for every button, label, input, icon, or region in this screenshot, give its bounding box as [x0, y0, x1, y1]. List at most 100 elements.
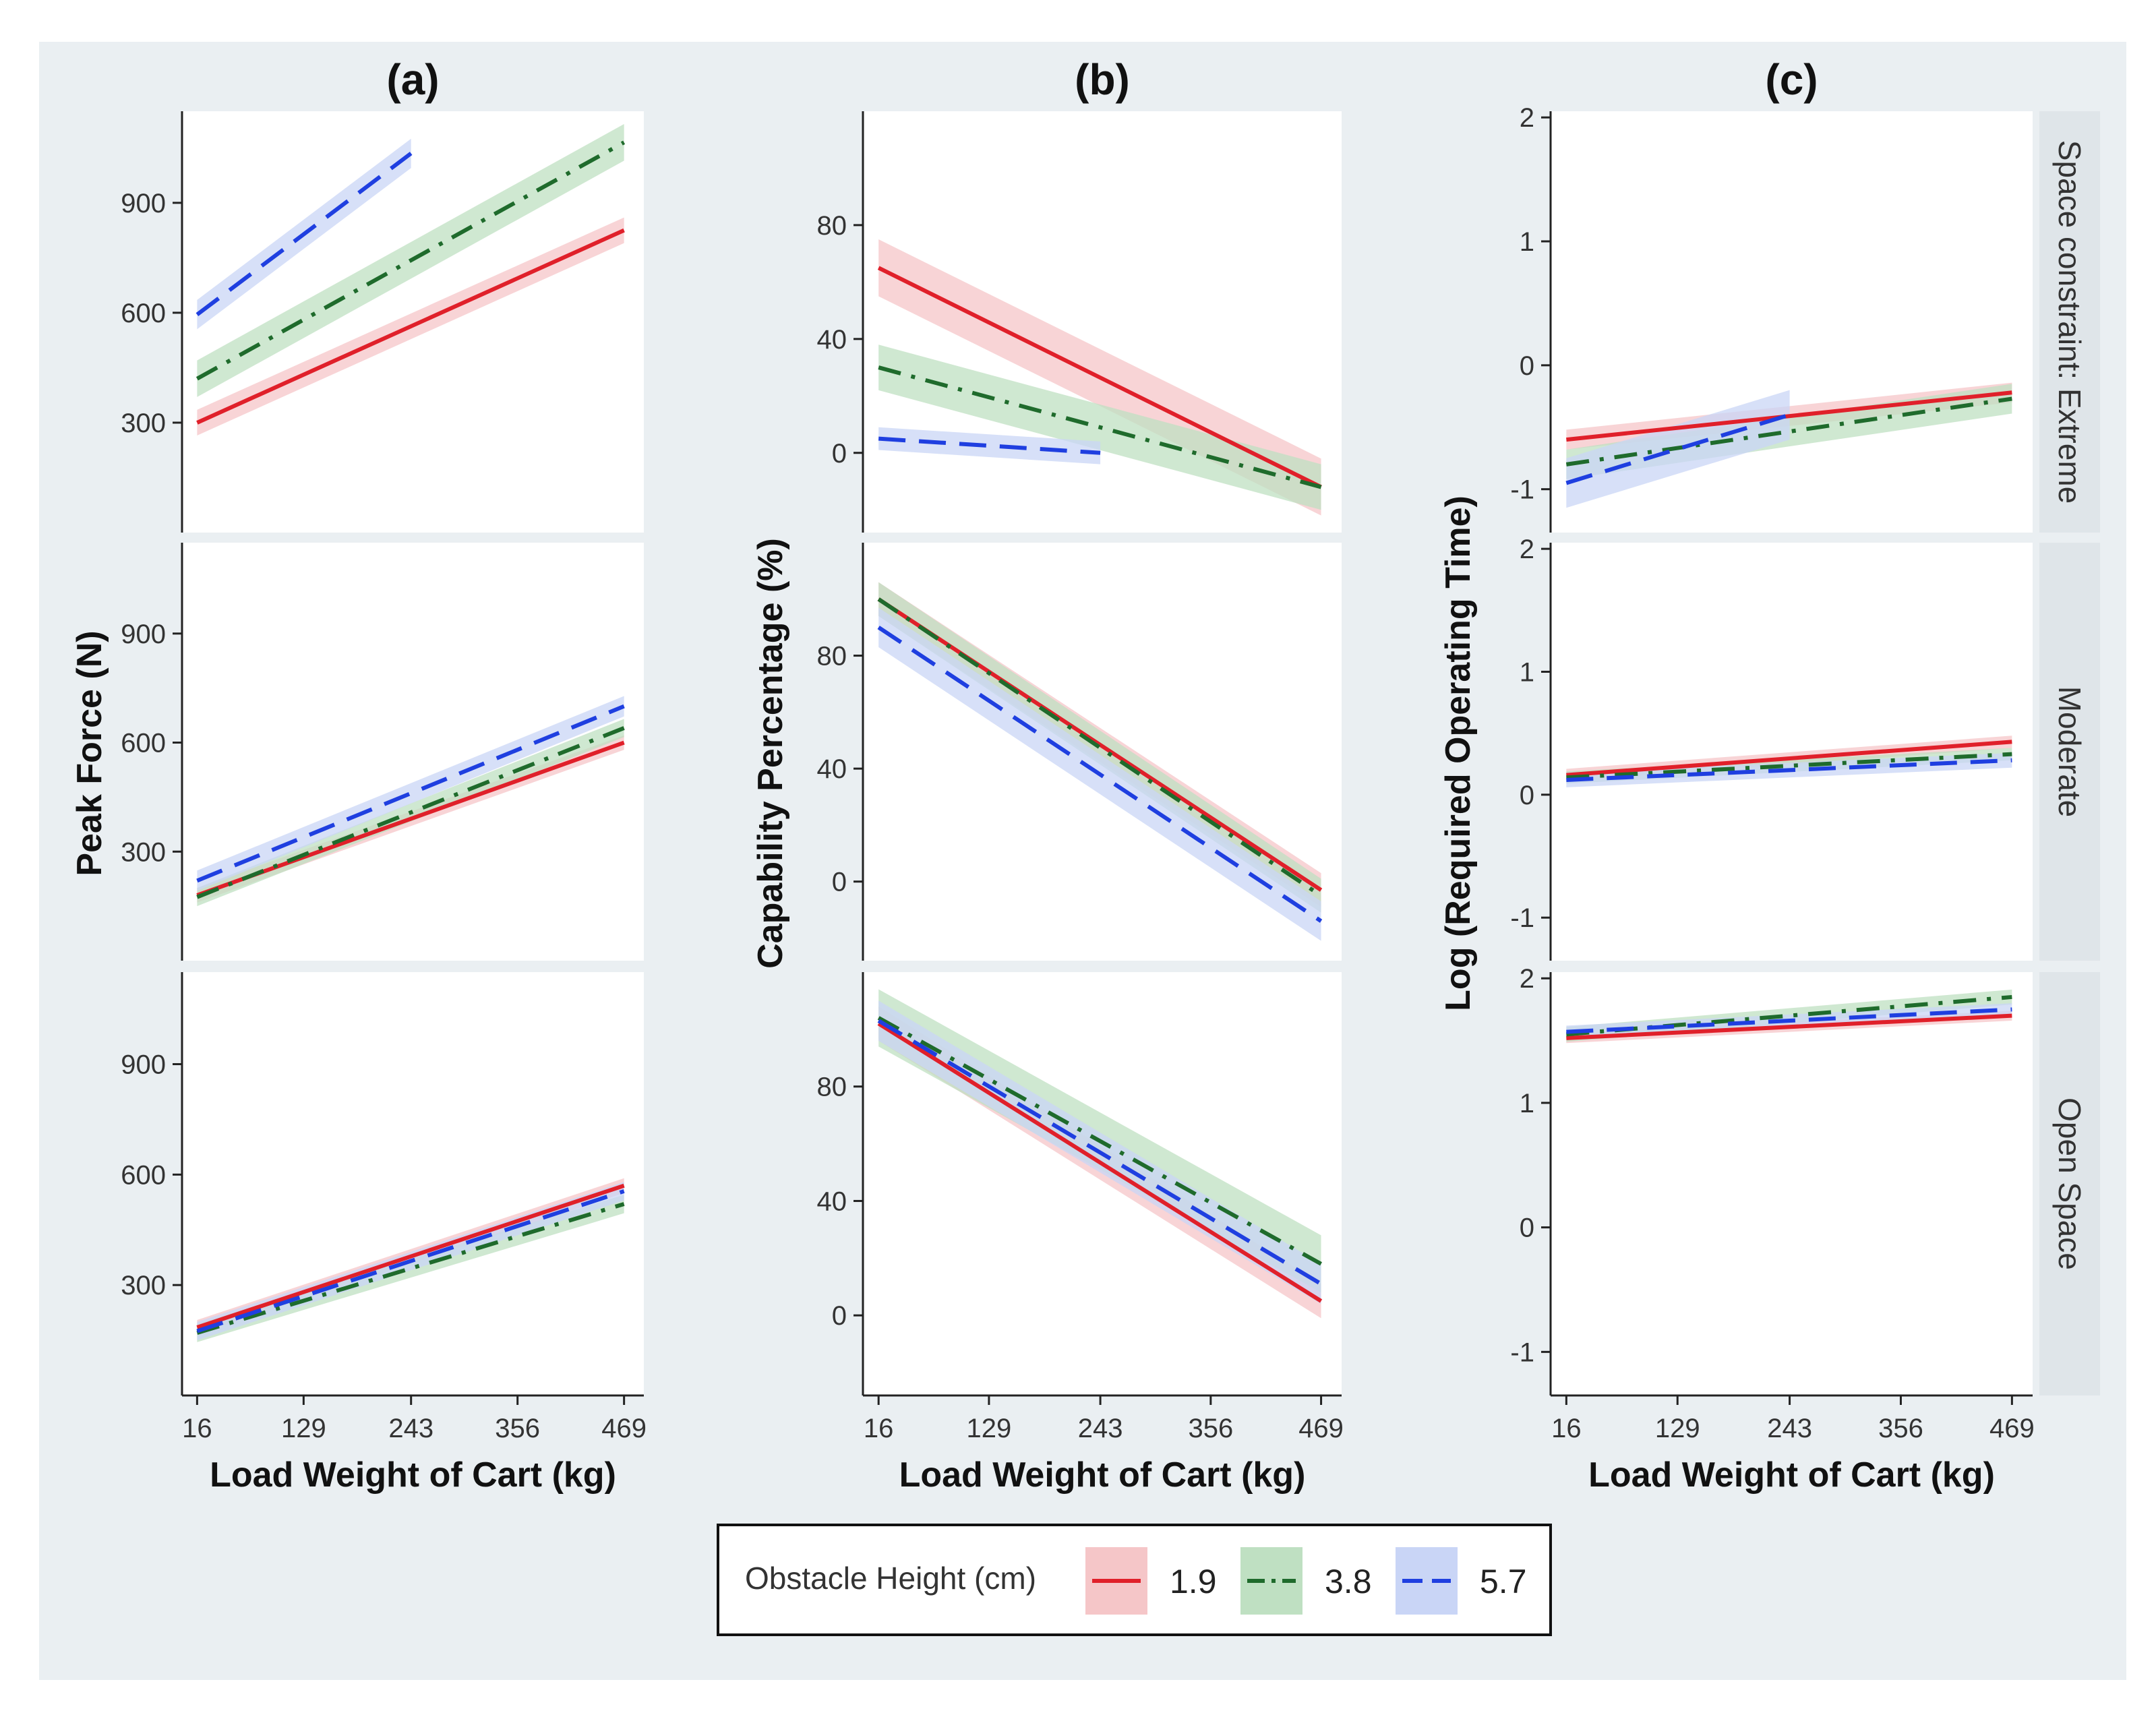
y-tick-label: -1 [1510, 903, 1534, 933]
series-line-5-7 [196, 1189, 625, 1333]
panel-title: (b) [1075, 55, 1130, 104]
series-line-5-7 [196, 152, 413, 317]
legend-item-5-7: 5.7 [1396, 1547, 1527, 1615]
series-line-3-8 [196, 140, 626, 381]
legend-label: 5.7 [1480, 1563, 1527, 1600]
y-tick-label: 600 [121, 299, 166, 328]
facet-strip [2039, 972, 2100, 1395]
x-tick-label: 243 [1078, 1414, 1123, 1443]
x-tick-label: 16 [1551, 1414, 1582, 1443]
plot-area [182, 972, 644, 1395]
legend-label: 3.8 [1325, 1563, 1372, 1600]
legend-item-3-8: 3.8 [1240, 1547, 1372, 1615]
y-tick-label: 1 [1520, 657, 1534, 687]
y-axis-label: Log (Required Operating Time) [1439, 495, 1478, 1011]
legend-label: 1.9 [1170, 1563, 1217, 1600]
y-tick-label: 900 [121, 1050, 166, 1080]
x-tick-label: 469 [1989, 1414, 2035, 1443]
y-tick-label: 0 [832, 1301, 847, 1331]
y-tick-label: 300 [121, 1271, 166, 1300]
series-line-1-9 [196, 740, 625, 897]
panels-layer: (a) 300 600 900 300 600 900 300 600 900 16 129 243 35… [70, 55, 2100, 1495]
y-tick-label: 600 [121, 729, 166, 758]
series-line-3-8 [877, 1016, 1323, 1266]
column-3: (c) -1 0 1 2 Space constraint: Extreme -1 0 1 2 Mo… [1439, 55, 2100, 1495]
y-tick-label: -1 [1510, 1338, 1534, 1367]
y-axis-label: Peak Force (N) [70, 630, 109, 876]
panel-title: (c) [1765, 55, 1818, 104]
x-tick-label: 469 [601, 1414, 647, 1443]
y-tick-label: -1 [1510, 475, 1534, 505]
panel-1: 0 40 80 [817, 111, 1342, 533]
series-line-5-7 [877, 626, 1323, 923]
series-line-5-7 [878, 436, 1101, 455]
x-tick-label: 129 [281, 1414, 326, 1443]
series-line-1-9 [1566, 740, 2012, 777]
y-tick-label: 0 [1520, 351, 1534, 381]
x-tick-label: 243 [388, 1414, 433, 1443]
y-tick-label: 80 [817, 211, 847, 241]
facet-strip-label: Moderate [2052, 686, 2087, 817]
x-tick-label: 356 [495, 1414, 540, 1443]
series-line-1-9 [877, 1021, 1323, 1303]
y-tick-label: 40 [817, 1186, 847, 1216]
panel-title: (a) [386, 55, 439, 104]
x-tick-label: 129 [1655, 1414, 1700, 1443]
panel-3: 300 600 900 [121, 972, 644, 1395]
y-tick-label: 2 [1520, 103, 1534, 133]
series-line-1-9 [1566, 1013, 2012, 1040]
series-line-3-8 [877, 597, 1323, 898]
y-tick-label: 80 [817, 642, 847, 671]
y-tick-label: 300 [121, 409, 166, 438]
y-axis-label: Capability Percentage (%) [751, 538, 790, 969]
ci-band-5-7 [878, 427, 1101, 464]
x-tick-label: 16 [864, 1414, 894, 1443]
y-tick-label: 0 [832, 868, 847, 897]
panel-3: -1 0 1 2 Open Space [1510, 964, 2100, 1395]
facet-strip-label: Space constraint: Extreme [2052, 140, 2087, 504]
ci-band-5-7 [197, 696, 624, 891]
series-line-3-8 [196, 726, 625, 899]
x-axis-label: Load Weight of Cart (kg) [899, 1455, 1306, 1495]
x-tick-label: 243 [1767, 1414, 1812, 1443]
series-line-5-7 [196, 704, 625, 883]
facet-strip-label: Open Space [2052, 1098, 2087, 1270]
series-line-1-9 [877, 597, 1323, 892]
x-tick-label: 356 [1878, 1414, 1923, 1443]
y-tick-label: 1 [1520, 1089, 1534, 1118]
column-1: (a) 300 600 900 300 600 900 300 600 900 16 129 243 35… [70, 55, 647, 1495]
column-2: (b) 0 40 80 0 40 80 0 40 80 16 129 243 356 469 Load Wei… [751, 55, 1344, 1495]
panel-2: 300 600 900 [121, 543, 644, 961]
legend-title: Obstacle Height (cm) [745, 1561, 1036, 1596]
y-tick-label: 600 [121, 1160, 166, 1190]
facet-strip [2039, 543, 2100, 961]
legend-item-1-9: 1.9 [1085, 1547, 1217, 1615]
series-line-5-7 [1566, 758, 2012, 782]
panel-2: -1 0 1 2 Moderate [1510, 535, 2100, 961]
y-tick-label: 1 [1520, 227, 1534, 257]
series-line-1-9 [196, 228, 625, 425]
legend: Obstacle Height (cm) 1.9 3.8 5.7 [717, 1524, 1552, 1636]
panel-3: 0 40 80 [817, 972, 1342, 1395]
plot-area [1551, 972, 2033, 1395]
panel-1: -1 0 1 2 Space constraint: Extreme [1510, 103, 2100, 533]
series-line-3-8 [1565, 396, 2012, 467]
series-line-1-9 [196, 1183, 625, 1329]
y-tick-label: 2 [1520, 964, 1534, 994]
y-tick-label: 0 [832, 439, 847, 469]
facet-strip [2039, 111, 2100, 533]
y-tick-label: 80 [817, 1073, 847, 1102]
series-line-1-9 [877, 266, 1322, 489]
series-line-3-8 [878, 365, 1322, 489]
series-line-5-7 [877, 1019, 1323, 1286]
series-line-5-7 [1566, 1007, 2012, 1034]
x-tick-label: 356 [1188, 1414, 1233, 1443]
y-tick-label: 40 [817, 325, 847, 355]
y-tick-label: 40 [817, 754, 847, 784]
x-tick-label: 16 [182, 1414, 212, 1443]
panel-2: 0 40 80 [817, 543, 1342, 961]
x-tick-label: 129 [967, 1414, 1012, 1443]
y-tick-label: 900 [121, 620, 166, 649]
y-tick-label: 2 [1520, 535, 1534, 564]
